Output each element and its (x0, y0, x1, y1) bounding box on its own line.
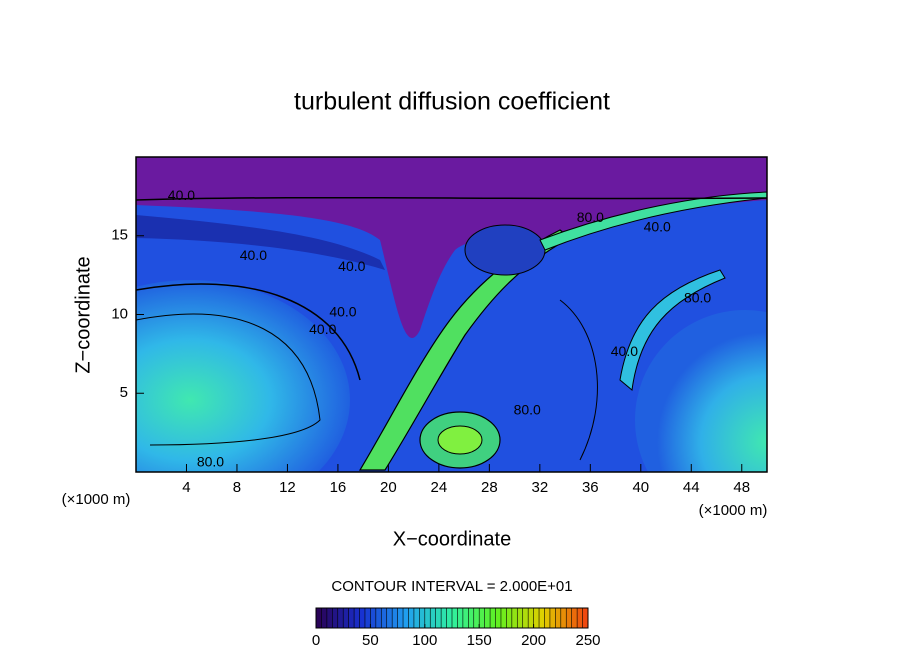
colorbar-cell (316, 608, 322, 628)
colorbar-tick-label: 50 (362, 632, 379, 649)
x-tick-label: 4 (182, 479, 190, 496)
x-tick-label: 28 (481, 479, 498, 496)
colorbar-cell (490, 608, 497, 628)
colorbar-cell (549, 608, 556, 628)
x-tick-label: 48 (733, 479, 750, 496)
contour-interval: CONTOUR INTERVAL = 2.000E+01 (331, 578, 572, 595)
contour-label: 80.0 (684, 289, 711, 305)
x-tick-label: 40 (632, 479, 649, 496)
colorbar-cell (571, 608, 578, 628)
colorbar-cell (446, 608, 453, 628)
colorbar-tick-label: 250 (575, 632, 600, 649)
x-tick-label: 8 (233, 479, 241, 496)
contour-label: 40.0 (240, 247, 267, 263)
colorbar-cell (500, 608, 507, 628)
y-tick-label: 15 (111, 227, 128, 244)
colorbar-cell (582, 608, 589, 628)
contour-label: 40.0 (338, 258, 365, 274)
colorbar-cell (430, 608, 437, 628)
colorbar-cell (419, 608, 426, 628)
colorbar-cell (326, 608, 333, 628)
colorbar-cell (354, 608, 361, 628)
colorbar-tick-label: 0 (312, 632, 320, 649)
contour-label: 40.0 (611, 343, 638, 359)
colorbar-cell (386, 608, 393, 628)
colorbar-cell (375, 608, 382, 628)
colorbar-cell (484, 608, 491, 628)
y-tick-label: 5 (120, 384, 128, 401)
contour-label: 80.0 (197, 453, 224, 469)
colorbar-cell (348, 608, 355, 628)
x-tick-label: 32 (531, 479, 548, 496)
contour-label: 40.0 (644, 219, 671, 235)
colorbar-cell (364, 608, 371, 628)
colorbar-cell (343, 608, 350, 628)
colorbar-cell (566, 608, 573, 628)
colorbar-frame (315, 607, 589, 629)
colorbar-cell (392, 608, 399, 628)
colorbar-cell (544, 608, 551, 628)
colorbar-cell (517, 608, 524, 628)
x-tick-label: 20 (380, 479, 397, 496)
x-tick-label: 36 (582, 479, 599, 496)
colorbar-cell (506, 608, 513, 628)
colorbar-tick-label: 100 (412, 632, 437, 649)
colorbar-cell (555, 608, 562, 628)
contour-label: 40.0 (168, 187, 195, 203)
colorbar-cell (403, 608, 409, 628)
colorbar-cell (495, 608, 502, 628)
colorbar-cell (577, 608, 584, 628)
colorbar-cell (462, 608, 469, 628)
y-axis-label: Z−coordinate (72, 256, 94, 373)
colorbar-cell (435, 608, 442, 628)
colorbar-cell (479, 608, 486, 628)
x-tick-label: 16 (330, 479, 347, 496)
colorbar-cell (452, 608, 458, 628)
x-tick-label: 44 (683, 479, 700, 496)
contour-field (136, 157, 767, 472)
colorbar-cell (381, 608, 388, 628)
contour-label: 80.0 (514, 401, 541, 417)
colorbar-cell (408, 608, 415, 628)
colorbar-cell (522, 608, 529, 628)
colorbar-cell (511, 608, 518, 628)
x-axis-label: X−coordinate (393, 528, 511, 550)
y-tick-label: 10 (111, 305, 128, 322)
contour-label: 40.0 (309, 321, 336, 337)
colorbar-cell (528, 608, 535, 628)
x-unit-label: (×1000 m) (699, 502, 768, 519)
colorbar-tick-label: 200 (521, 632, 546, 649)
colorbar-tick-label: 150 (467, 632, 492, 649)
x-unit-label: (×1000 m) (62, 491, 131, 508)
x-tick-label: 24 (431, 479, 448, 496)
colorbar-cell (560, 608, 567, 628)
colorbar-cell (359, 608, 366, 628)
colorbar-cell (424, 608, 431, 628)
colorbar-cell (468, 608, 475, 628)
colorbar-cell (441, 608, 448, 628)
colorbar-cell (473, 608, 480, 628)
contour-label: 80.0 (577, 209, 604, 225)
colorbar-cell (397, 608, 404, 628)
colorbar-cell (337, 608, 344, 628)
chart-title: turbulent diffusion coefficient (294, 88, 610, 116)
colorbar-cell (332, 608, 339, 628)
colorbar-cell (457, 608, 464, 628)
contour-label: 40.0 (329, 304, 356, 320)
colorbar-cell (413, 608, 420, 628)
colorbar-cell (533, 608, 540, 628)
x-tick-label: 12 (279, 479, 296, 496)
colorbar-cell (539, 608, 545, 628)
colorbar-cell (370, 608, 377, 628)
colorbar-cell (321, 608, 328, 628)
